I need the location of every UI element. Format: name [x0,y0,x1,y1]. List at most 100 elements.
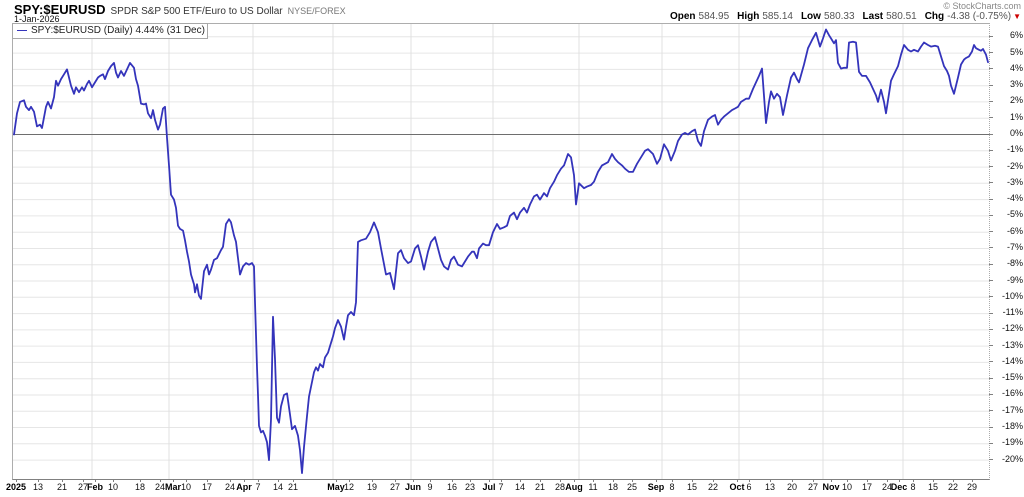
x-axis-tick [452,479,453,482]
chart-plot-area: — SPY:$EURUSD (Daily) 4.44% (31 Dec) [12,23,990,480]
x-axis-label: 2025 [5,482,27,492]
x-axis-tick [953,479,954,482]
x-axis-label: 21 [56,482,68,492]
y-axis-tick [989,35,993,37]
x-axis-tick [258,479,259,482]
chg-value: -4.38 (-0.75%) [947,11,1012,22]
exchange-label: NYSE/FOREX [287,6,346,16]
x-axis-tick [501,479,502,482]
y-axis-tick [989,247,993,249]
x-axis-label: Oct [729,482,745,492]
copyright-label: © StockCharts.com [943,1,1021,11]
y-axis-label: -13% [1001,339,1023,350]
x-axis-tick [470,479,471,482]
x-axis-label: May [327,482,345,492]
y-axis-label: 6% [1009,30,1023,41]
y-axis-label: -16% [1001,388,1023,399]
x-axis-tick [692,479,693,482]
y-axis-tick [989,149,993,151]
x-axis-label: 13 [764,482,776,492]
y-axis-tick [989,84,993,86]
y-axis-tick [989,133,993,135]
x-axis-tick [560,479,561,482]
x-axis-label: 15 [686,482,698,492]
y-axis-label: 5% [1009,46,1023,57]
x-axis-tick [520,479,521,482]
y-axis-label: -3% [1006,176,1023,187]
x-axis-label: 17 [201,482,213,492]
y-axis-tick [989,214,993,216]
x-axis-tick [186,479,187,482]
x-axis-label: 19 [366,482,378,492]
y-axis-tick [989,442,993,444]
x-axis-label: Feb [86,482,104,492]
chart-legend: — SPY:$EURUSD (Daily) 4.44% (31 Dec) [12,23,208,39]
x-axis-label: 13 [32,482,44,492]
x-axis-tick [899,479,900,482]
open-value: 584.95 [698,11,730,22]
y-axis-label: 0% [1009,128,1023,138]
y-axis-tick [989,296,993,298]
x-axis-tick [16,479,17,482]
y-axis-label: 4% [1009,62,1023,73]
x-axis-tick [574,479,575,482]
y-axis-tick [989,328,993,330]
high-value: 585.14 [762,11,793,22]
x-axis-label: 22 [947,482,959,492]
x-axis-tick [540,479,541,482]
y-axis-label: -17% [1001,404,1023,415]
x-axis-tick [656,479,657,482]
high-label: High [737,11,760,22]
y-axis-tick [989,393,993,395]
chg-label: Chg [924,11,945,22]
x-axis-label: 10 [180,482,192,492]
x-axis-label: 16 [446,482,458,492]
x-axis-tick [831,479,832,482]
x-axis-label: 6 [746,482,752,492]
y-axis-label: -9% [1006,274,1023,285]
x-axis-tick [336,479,337,482]
y-axis-tick [989,263,993,265]
y-axis-tick [989,231,993,233]
y-axis-label: 3% [1009,79,1023,90]
x-axis-label: 12 [343,482,355,492]
x-axis-label: 28 [554,482,566,492]
y-axis-label: -12% [1001,323,1023,334]
y-axis-label: -8% [1006,258,1023,269]
down-triangle-icon: ▼ [1013,12,1021,21]
y-axis-tick [989,312,993,314]
x-axis-label: 29 [966,482,978,492]
open-label: Open [669,11,696,22]
x-axis-label: 27 [807,482,819,492]
x-axis-label: 20 [786,482,798,492]
y-axis-label: -5% [1006,209,1023,220]
x-axis-label: 8 [910,482,916,492]
y-axis-label: -7% [1006,241,1023,252]
x-axis-tick [372,479,373,482]
y-axis-tick [989,345,993,347]
y-axis-tick [989,377,993,379]
low-label: Low [800,11,821,22]
x-axis-label: 14 [272,482,284,492]
y-axis-label: -15% [1001,372,1023,383]
x-axis-label: Mar [164,482,182,492]
chart-header: SPY:$EURUSD SPDR S&P 500 ETF/Euro to US D… [14,1,346,19]
x-axis-tick [913,479,914,482]
quote-summary: Open 584.95 High 585.14 Low 580.33 Last 580.51 C… [662,11,1021,22]
price-line-svg [13,24,989,479]
x-axis-label: Jul [482,482,496,492]
x-axis-tick [632,479,633,482]
y-axis-label: -10% [1001,290,1023,301]
x-axis-label: Dec [890,482,908,492]
x-axis-tick [489,479,490,482]
y-axis-label: -4% [1006,193,1023,204]
x-axis-tick [813,479,814,482]
x-axis-tick [62,479,63,482]
y-axis-tick [989,52,993,54]
x-axis-label: 10 [107,482,119,492]
y-axis-label: -20% [1001,453,1023,464]
x-axis-tick [972,479,973,482]
y-axis-tick [989,426,993,428]
x-axis-label: 24 [154,482,166,492]
